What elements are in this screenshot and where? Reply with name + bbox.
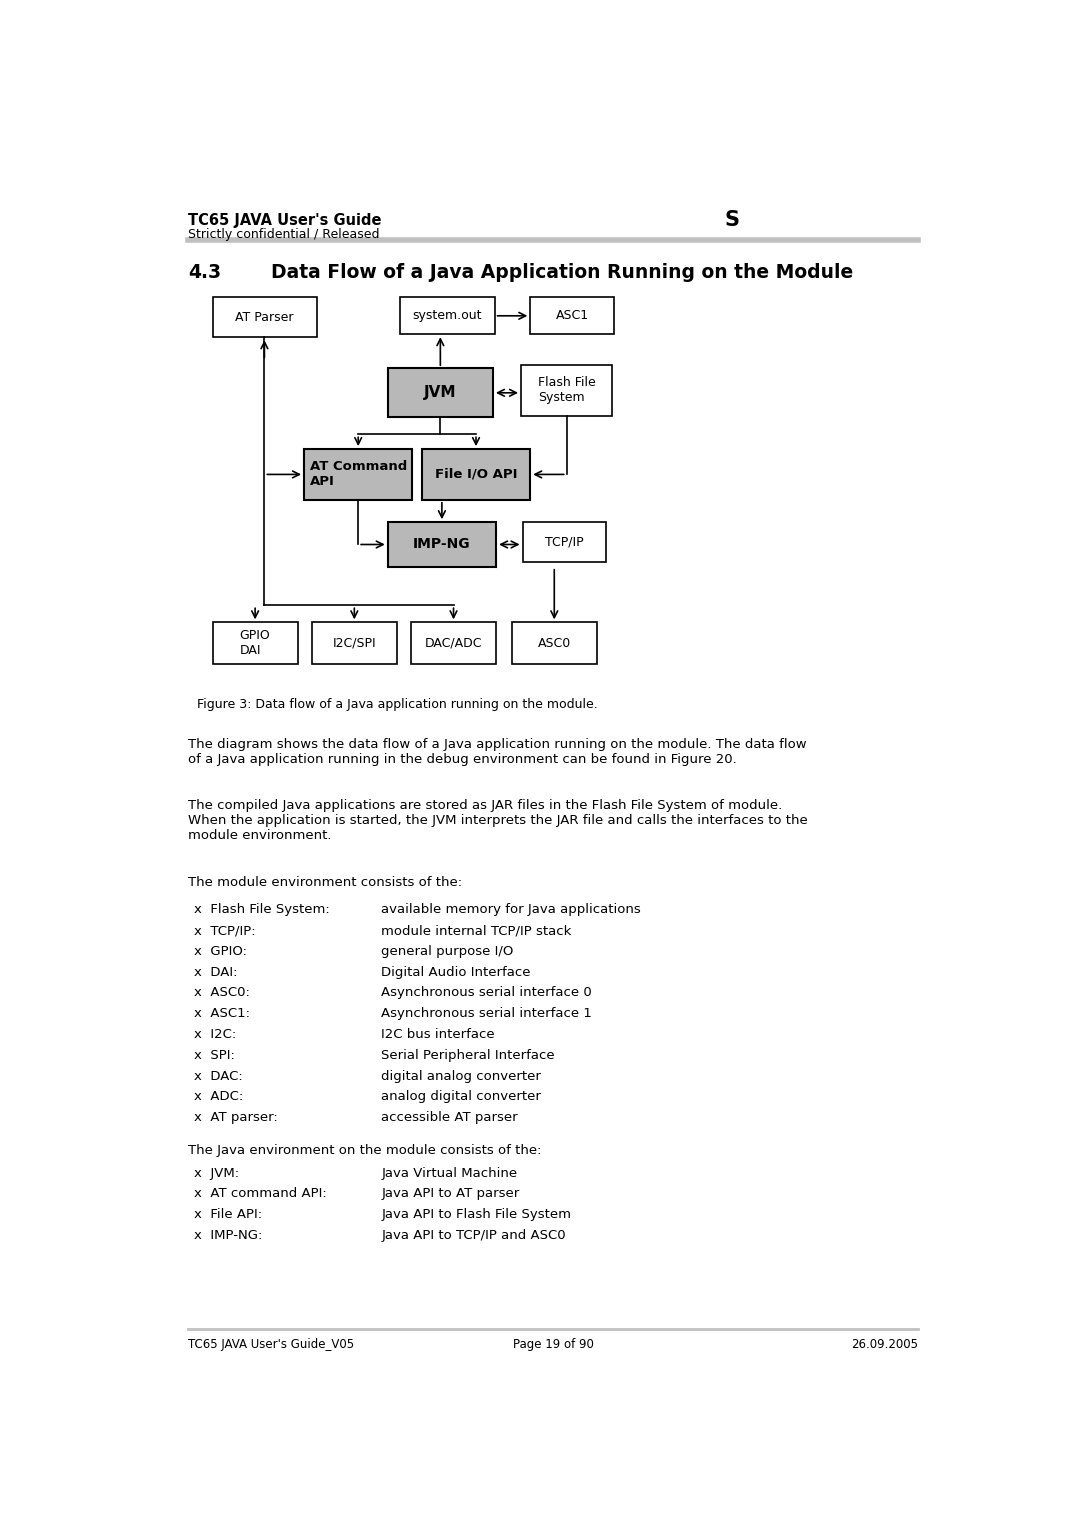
Text: The module environment consists of the:: The module environment consists of the: [188,877,462,889]
Text: Asynchronous serial interface 0: Asynchronous serial interface 0 [381,987,592,999]
Text: Asynchronous serial interface 1: Asynchronous serial interface 1 [381,1007,592,1021]
Text: I2C/SPI: I2C/SPI [333,637,376,649]
Text: x  AT parser:: x AT parser: [194,1111,278,1125]
Text: 4.3: 4.3 [188,263,220,281]
Text: available memory for Java applications: available memory for Java applications [381,903,642,917]
Text: The diagram shows the data flow of a Java application running on the module. The: The diagram shows the data flow of a Jav… [188,738,807,766]
Text: GPIO
DAI: GPIO DAI [240,630,270,657]
Bar [410,622,496,663]
Bar [523,523,606,562]
Text: Strictly confidential / Released: Strictly confidential / Released [188,228,379,241]
Text: Figure 3: Data flow of a Java application running on the module.: Figure 3: Data flow of a Java applicatio… [197,698,597,711]
Bar [400,298,495,335]
Text: x  IMP-NG:: x IMP-NG: [194,1229,262,1242]
Text: analog digital converter: analog digital converter [381,1091,541,1103]
Text: Data Flow of a Java Application Running on the Module: Data Flow of a Java Application Running … [271,263,853,281]
Text: general purpose I/O: general purpose I/O [381,944,514,958]
Text: x  AT command API:: x AT command API: [194,1187,326,1201]
Text: TC65 JAVA User's Guide: TC65 JAVA User's Guide [188,212,381,228]
Bar [312,622,397,663]
Text: x  TCP/IP:: x TCP/IP: [194,924,256,937]
Text: I2C bus interface: I2C bus interface [381,1028,495,1041]
Text: x  ASC1:: x ASC1: [194,1007,249,1021]
Text: 26.09.2005: 26.09.2005 [851,1339,918,1351]
Text: Java API to TCP/IP and ASC0: Java API to TCP/IP and ASC0 [381,1229,566,1242]
Text: x  ASC0:: x ASC0: [194,987,249,999]
Bar [512,622,597,663]
Text: Java API to AT parser: Java API to AT parser [381,1187,519,1201]
Text: Serial Peripheral Interface: Serial Peripheral Interface [381,1048,555,1062]
Text: digital analog converter: digital analog converter [381,1070,541,1083]
Text: x  DAC:: x DAC: [194,1070,243,1083]
Text: ASC0: ASC0 [538,637,571,649]
Bar [213,622,298,663]
Bar [303,449,413,500]
Text: x  Flash File System:: x Flash File System: [194,903,329,917]
Text: DAC/ADC: DAC/ADC [424,637,483,649]
Text: Java Virtual Machine: Java Virtual Machine [381,1167,517,1180]
Text: TCP/IP: TCP/IP [545,536,583,549]
Text: IMP-NG: IMP-NG [413,538,471,552]
Text: Page 19 of 90: Page 19 of 90 [513,1339,594,1351]
Text: JVM: JVM [424,385,457,400]
Text: S: S [725,211,739,231]
Text: Java API to Flash File System: Java API to Flash File System [381,1209,571,1221]
Text: Flash File
System: Flash File System [538,376,595,405]
Text: x  SPI:: x SPI: [194,1048,234,1062]
Text: x  JVM:: x JVM: [194,1167,239,1180]
Text: File I/O API: File I/O API [435,468,517,481]
Text: x  ADC:: x ADC: [194,1091,243,1103]
Text: The compiled Java applications are stored as JAR files in the Flash File System : The compiled Java applications are store… [188,799,808,842]
Bar [530,298,613,335]
Text: x  I2C:: x I2C: [194,1028,237,1041]
Text: AT Parser: AT Parser [235,310,294,324]
Text: AT Command
API: AT Command API [310,460,407,489]
Text: ASC1: ASC1 [555,309,589,322]
Bar [388,368,494,417]
Text: accessible AT parser: accessible AT parser [381,1111,518,1125]
Bar [422,449,530,500]
Bar [388,523,496,567]
Text: system.out: system.out [413,309,482,322]
Text: Digital Audio Interface: Digital Audio Interface [381,966,531,978]
Text: TC65 JAVA User's Guide_V05: TC65 JAVA User's Guide_V05 [188,1339,354,1351]
Bar [213,298,318,338]
Text: x  DAI:: x DAI: [194,966,238,978]
Text: module internal TCP/IP stack: module internal TCP/IP stack [381,924,571,937]
Bar [521,365,612,416]
Text: x  GPIO:: x GPIO: [194,944,247,958]
Text: x  File API:: x File API: [194,1209,262,1221]
Text: The Java environment on the module consists of the:: The Java environment on the module consi… [188,1143,541,1157]
